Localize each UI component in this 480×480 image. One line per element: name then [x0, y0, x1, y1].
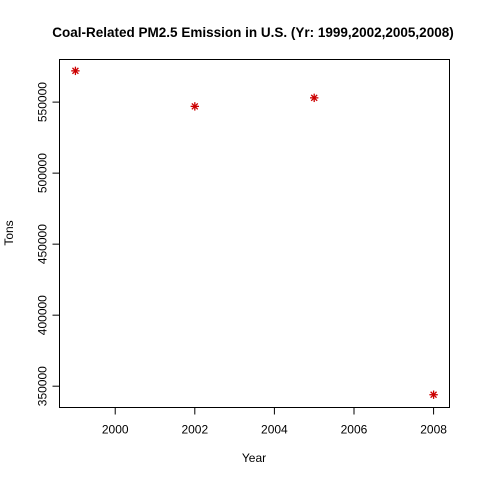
plot-frame — [59, 59, 450, 408]
y-tick-label: 500000 — [36, 153, 50, 193]
y-axis-label: Tons — [2, 220, 16, 245]
y-tick-label: 350000 — [36, 366, 50, 406]
data-point — [71, 66, 80, 76]
chart-title: Coal-Related PM2.5 Emission in U.S. (Yr:… — [52, 25, 453, 40]
x-tick-label: 2004 — [261, 423, 288, 437]
x-axis: 2000 2002 2004 2006 2008 — [102, 407, 447, 437]
x-tick-label: 2006 — [341, 423, 368, 437]
data-points — [71, 66, 438, 399]
y-tick-label: 400000 — [36, 295, 50, 335]
y-tick-label: 550000 — [36, 82, 50, 122]
data-point — [309, 93, 319, 103]
x-axis-label: Year — [242, 451, 266, 465]
x-tick-label: 2000 — [102, 423, 129, 437]
data-point — [190, 102, 200, 111]
y-axis: 350000 400000 450000 500000 550000 — [36, 82, 60, 406]
x-tick-label: 2008 — [420, 423, 447, 437]
x-tick-label: 2002 — [181, 423, 208, 437]
data-point — [429, 390, 438, 399]
y-tick-label: 450000 — [36, 224, 50, 264]
